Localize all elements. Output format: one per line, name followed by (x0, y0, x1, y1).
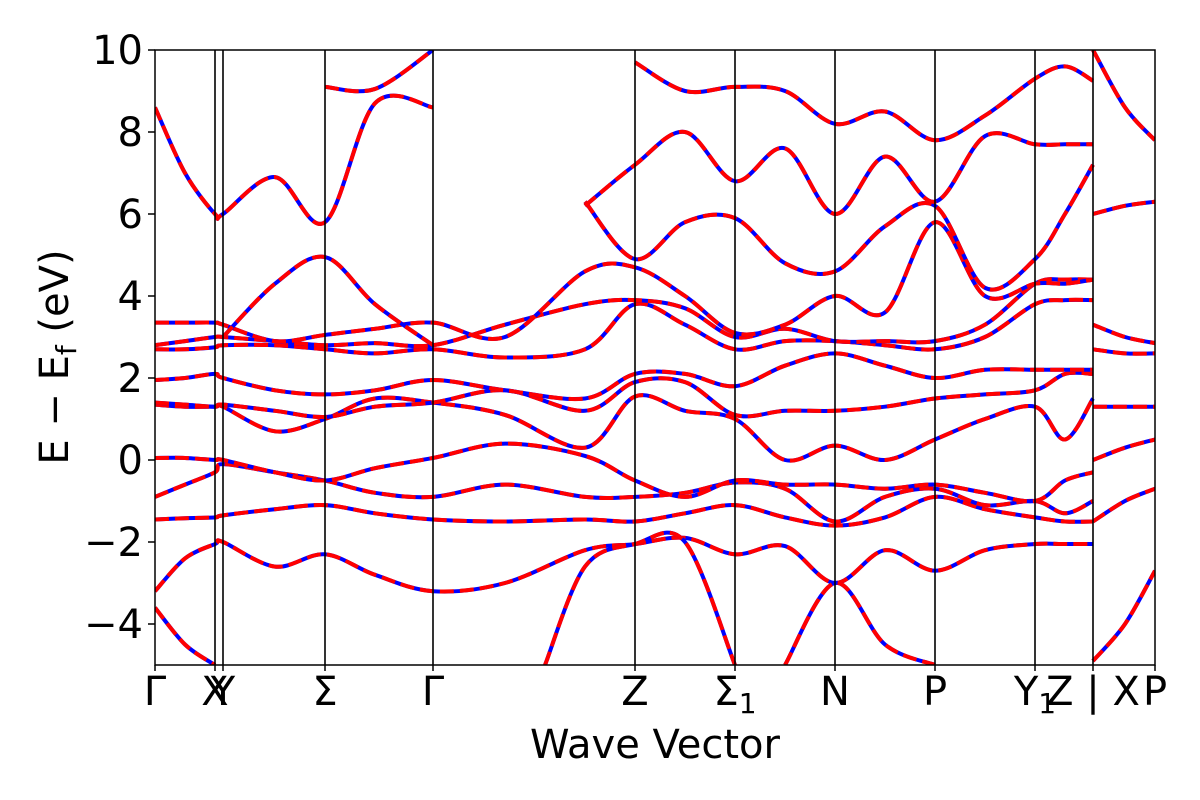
x-tick-label-11: P (1143, 669, 1167, 715)
band-line-series-b-2 (155, 462, 1094, 524)
x-tick-label-text-4: Γ (422, 669, 445, 715)
y-tick-label-3: 2 (118, 356, 143, 402)
band-line-series-b-15 (633, 60, 1095, 143)
y-ticks: −4 −2 0 2 4 6 8 10 (84, 28, 155, 648)
x-tick-label-text-6: Σ (713, 669, 738, 715)
y-tick-label-4: 4 (118, 274, 143, 320)
y-tick-label-6: 8 (118, 110, 143, 156)
y-axis-label-unit: (eV) (32, 249, 78, 345)
x-tick-label-sub-6: 1 (739, 687, 757, 720)
band-line-series-b-1 (155, 494, 1094, 528)
band-line-series-b-17 (1092, 322, 1155, 346)
band-line-series-b-12 (583, 163, 1095, 292)
x-tick-label-1: X (201, 669, 228, 715)
y-tick-label-7: 10 (92, 28, 143, 74)
band-line-series-b-24 (155, 606, 217, 665)
band-line-series-b-23 (1091, 50, 1155, 142)
x-tick-label-9: Y1 (1013, 669, 1056, 720)
band-line-series-b-21 (1091, 486, 1155, 524)
band-line-series-b-11 (221, 254, 435, 347)
x-tick-label-2: Y (210, 669, 236, 715)
x-tick-label-text-0: Γ (144, 669, 167, 715)
band-line-series-a-15 (633, 60, 1095, 143)
x-tick-label-text-10: Z | X (1046, 669, 1140, 715)
x-tick-label-7: N (820, 669, 850, 715)
x-tick-label-8: P (923, 669, 947, 715)
band-line-series-a-23 (1091, 50, 1155, 142)
band-line-series-b-7 (155, 297, 1094, 360)
band-line-series-b-26 (783, 581, 936, 665)
x-tick-label-3: Σ (312, 669, 337, 715)
band-line-series-b-20 (1092, 437, 1155, 462)
y-tick-label-5: 6 (118, 192, 143, 238)
y-tick-label-1: −2 (84, 520, 143, 566)
x-tick-label-text-3: Σ (312, 669, 337, 715)
band-line-series-b-9 (155, 220, 1094, 344)
x-tick-label-5: Z (621, 669, 648, 715)
band-line-series-b-3 (155, 441, 1094, 504)
x-tick-label-text-8: P (923, 669, 947, 715)
x-tick-label-10: Z | X (1046, 669, 1140, 715)
bands-layer (155, 50, 1155, 665)
band-line-series-a-14 (324, 50, 435, 94)
x-axis-label: Wave Vector (530, 722, 781, 768)
x-tick-label-text-7: N (820, 669, 850, 715)
y-tick-label-2: 0 (118, 438, 143, 484)
band-line-series-b-22 (1091, 569, 1155, 663)
band-line-series-b-10 (155, 93, 434, 226)
band-line-series-a-26 (783, 581, 936, 665)
band-line-series-b-6 (155, 351, 1093, 402)
band-line-series-a-9 (155, 220, 1094, 344)
y-tick-label-0: −4 (84, 602, 143, 648)
y-axis-label-sub: f (50, 344, 83, 355)
x-tick-label-sub-9: 1 (1038, 687, 1056, 720)
x-tick-label-text-1: X (201, 669, 228, 715)
band-line-series-b-16 (1092, 199, 1155, 216)
x-tick-label-0: Γ (144, 669, 167, 715)
x-tick-label-text-5: Z (621, 669, 648, 715)
x-tick-label-text-9: Y (1013, 669, 1039, 715)
band-line-series-b-4 (155, 393, 1095, 463)
kpoint-lines (214, 50, 1094, 665)
x-tick-label-6: Σ1 (713, 669, 756, 720)
band-line-series-a-10 (155, 93, 434, 226)
plot-frame (154, 49, 1156, 666)
x-tick-label-text-11: P (1143, 669, 1167, 715)
band-line-series-b-5 (155, 370, 1094, 419)
x-tick-label-text-2: Y (210, 669, 236, 715)
x-tick-label-4: Γ (422, 669, 445, 715)
band-line-series-a-12 (583, 163, 1095, 292)
y-axis-label: E − Ef (eV) (32, 249, 83, 464)
band-line-series-b-18 (1092, 347, 1155, 356)
y-axis-label-main: E − E (32, 355, 78, 465)
band-line-series-b-14 (324, 50, 435, 94)
band-line-series-a-13 (583, 129, 1093, 216)
